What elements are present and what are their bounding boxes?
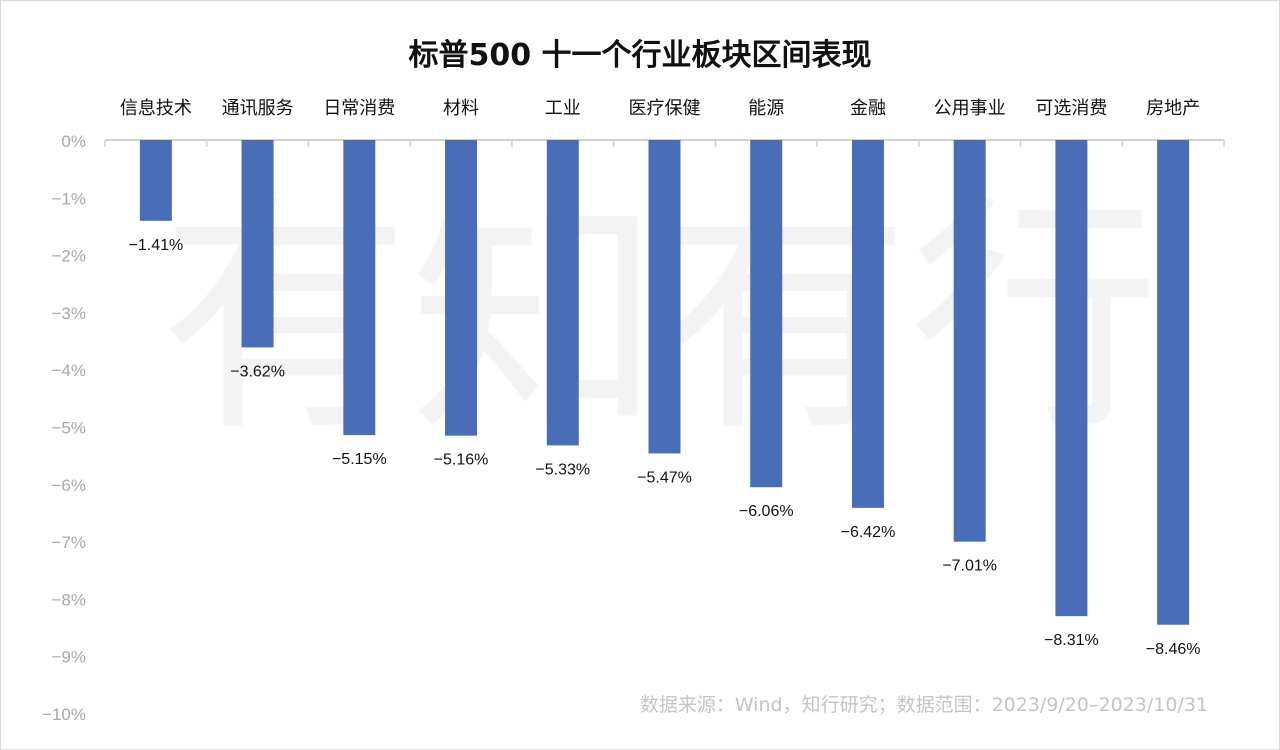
bar [750, 140, 783, 488]
y-tick-label: −5% [52, 419, 87, 438]
category-label: 房地产 [1146, 98, 1200, 119]
data-label: −8.31% [1044, 632, 1099, 649]
category-label: 工业 [545, 98, 581, 119]
bar [343, 140, 376, 436]
y-tick-label: −9% [52, 648, 87, 667]
category-label: 金融 [850, 98, 886, 119]
data-label: −5.15% [332, 451, 387, 468]
bar [953, 140, 986, 542]
y-tick-label: −2% [52, 247, 87, 266]
category-label: 日常消费 [323, 98, 395, 119]
source-note: 数据来源：Wind，知行研究；数据范围：2023/9/20–2023/10/31 [639, 694, 1208, 716]
data-label: −6.06% [739, 503, 794, 520]
data-label: −5.47% [637, 469, 692, 486]
category-label: 能源 [748, 98, 784, 119]
data-label: −8.46% [1146, 641, 1201, 658]
y-tick-label: −3% [52, 304, 87, 323]
category-label: 医疗保健 [629, 98, 701, 119]
y-tick-label: 0% [61, 132, 86, 151]
data-label: −7.01% [942, 558, 997, 575]
chart-title: 标普500 十一个行业板块区间表现 [408, 38, 872, 73]
bar [241, 140, 274, 348]
bar [851, 140, 884, 508]
data-label: −3.62% [230, 363, 285, 380]
y-tick-label: −4% [52, 361, 87, 380]
bar [445, 140, 478, 436]
category-label: 公用事业 [934, 98, 1006, 119]
y-tick-label: −1% [52, 189, 87, 208]
data-label: −1.41% [129, 237, 184, 254]
category-label: 通讯服务 [222, 98, 294, 119]
y-tick-label: −10% [42, 705, 86, 724]
bar [546, 140, 579, 446]
bar [1157, 140, 1190, 625]
y-tick-label: −6% [52, 476, 87, 495]
bar [648, 140, 681, 454]
bar [139, 140, 172, 221]
category-label: 可选消费 [1035, 98, 1107, 119]
bar [1055, 140, 1088, 617]
category-label: 信息技术 [120, 98, 192, 119]
data-label: −5.16% [434, 452, 489, 469]
category-label: 材料 [443, 98, 479, 119]
y-tick-label: −7% [52, 533, 87, 552]
y-tick-label: −8% [52, 590, 87, 609]
data-label: −6.42% [841, 524, 896, 541]
data-label: −5.33% [535, 461, 590, 478]
